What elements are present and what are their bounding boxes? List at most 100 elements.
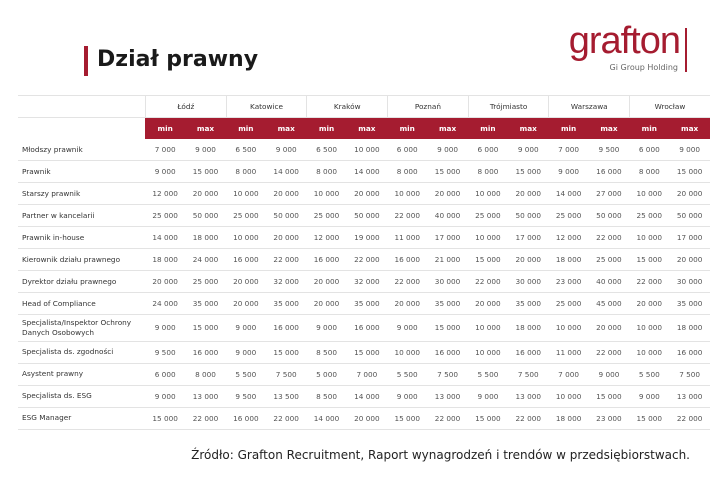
minmax-header: max <box>669 118 710 139</box>
minmax-header-row: min max min max min max min max min max min max min m… <box>18 118 710 139</box>
salary-cell: 16 000 <box>434 347 461 357</box>
salary-cell: 7 500 <box>437 369 459 379</box>
salary-cell: 17 000 <box>434 233 461 242</box>
salary-cell: 22 000 <box>273 413 299 423</box>
salary-cell: 22 000 <box>475 277 501 286</box>
salary-cell: 23 000 <box>555 277 582 286</box>
salary-cell: 9 000 <box>437 145 459 154</box>
row-label: Kierownik działu prawnego <box>22 254 121 264</box>
salary-cell: 7 500 <box>275 369 297 379</box>
salary-cell: 15 000 <box>434 167 461 176</box>
salary-cell: 16 000 <box>394 255 420 264</box>
salary-cell: 15 000 <box>596 391 622 401</box>
salary-cell: 9 000 <box>517 145 539 154</box>
city-header-row: Łódź Katowice Kraków Poznań Trójmiasto Warsza… <box>18 95 710 118</box>
minmax-header: max <box>427 118 468 139</box>
salary-cell: 22 000 <box>192 413 219 423</box>
salary-cell: 9 000 <box>154 323 176 333</box>
salary-cell: 13 000 <box>434 391 461 401</box>
salary-cell: 7 500 <box>679 369 701 379</box>
salary-cell: 20 000 <box>596 323 622 333</box>
minmax-header: min <box>387 118 428 139</box>
salary-cell: 18 000 <box>555 413 582 423</box>
salary-cell: 10 000 <box>475 347 501 357</box>
salary-table: Łódź Katowice Kraków Poznań Trójmiasto Warsza… <box>18 95 710 430</box>
salary-cell: 16 000 <box>354 323 380 333</box>
salary-cell: 5 500 <box>477 369 499 379</box>
salary-cell: 9 000 <box>598 369 620 379</box>
salary-cell: 20 000 <box>676 255 703 264</box>
salary-cell: 16 000 <box>273 323 299 333</box>
row-label: Head of Compliance <box>22 298 96 308</box>
salary-cell: 20 000 <box>273 189 299 198</box>
salary-cell: 10 000 <box>233 233 259 242</box>
table-row: Starszy prawnik 12 000 20 000 10 000 20 000 1… <box>18 183 710 205</box>
salary-cell: 15 000 <box>192 323 219 333</box>
salary-cell: 45 000 <box>596 299 622 308</box>
salary-cell: 50 000 <box>273 211 299 220</box>
salary-cell: 13 500 <box>273 391 299 401</box>
salary-cell: 15 000 <box>152 413 178 423</box>
minmax-header: min <box>145 118 186 139</box>
row-label: Prawnik <box>22 166 51 176</box>
table-row: Head of Compliance 24 000 35 000 20 000 35 0… <box>18 293 710 315</box>
table-row: Kierownik działu prawnego 18 000 24 000 16 … <box>18 249 710 271</box>
salary-cell: 22 000 <box>636 277 663 286</box>
row-label: Młodszy prawnik <box>22 144 83 154</box>
salary-cell: 9 000 <box>558 167 580 176</box>
title-accent <box>84 46 88 76</box>
row-label: Dyrektor działu prawnego <box>22 276 117 286</box>
table-row: Asystent prawny 6 000 8 000 5 500 7 500 5 000… <box>18 364 710 386</box>
salary-cell: 8 000 <box>396 167 418 176</box>
salary-cell: 6 000 <box>396 145 418 154</box>
salary-cell: 9 000 <box>195 145 216 154</box>
salary-cell: 10 000 <box>636 233 663 242</box>
salary-cell: 30 000 <box>676 277 703 286</box>
minmax-header: min <box>629 118 670 139</box>
table-row: ESG Manager 15 000 22 000 16 000 22 000 14 00… <box>18 408 710 430</box>
minmax-header: min <box>306 118 347 139</box>
salary-cell: 20 000 <box>152 277 178 286</box>
salary-cell: 32 000 <box>273 277 299 286</box>
salary-cell: 15 000 <box>434 323 461 333</box>
salary-cell: 13 000 <box>192 391 219 401</box>
salary-cell: 10 000 <box>475 189 501 198</box>
salary-cell: 14 000 <box>354 167 380 176</box>
salary-cell: 20 000 <box>354 189 380 198</box>
table-row: Partner w kancelarii 25 000 50 000 25 000 50… <box>18 205 710 227</box>
salary-cell: 15 000 <box>676 167 703 176</box>
table-row: Prawnik in-house 14 000 18 000 10 000 20 000… <box>18 227 710 249</box>
salary-cell: 40 000 <box>596 277 622 286</box>
salary-cell: 17 000 <box>676 233 703 242</box>
salary-cell: 6 500 <box>235 145 257 154</box>
salary-cell: 20 000 <box>676 189 703 198</box>
salary-cell: 19 000 <box>354 233 380 242</box>
salary-cell: 25 000 <box>233 211 259 220</box>
salary-cell: 10 000 <box>394 189 420 198</box>
salary-cell: 8 000 <box>477 167 499 176</box>
salary-cell: 20 000 <box>515 255 542 264</box>
salary-cell: 18 000 <box>192 233 219 242</box>
salary-cell: 6 000 <box>477 145 499 154</box>
salary-cell: 30 000 <box>515 277 542 286</box>
row-label: Specjalista ds. ESG <box>22 391 92 401</box>
row-label: Specjalista/Inspektor Ochrony Danych Oso… <box>22 318 132 337</box>
salary-cell: 15 000 <box>354 347 380 357</box>
table-row: Młodszy prawnik 7 000 9 000 6 500 9 000 6 500… <box>18 139 710 161</box>
salary-cell: 14 000 <box>313 413 340 423</box>
salary-cell: 14 000 <box>555 189 582 198</box>
salary-cell: 16 000 <box>192 347 219 357</box>
salary-cell: 15 000 <box>394 413 420 423</box>
minmax-header: min <box>225 118 267 139</box>
salary-cell: 12 000 <box>313 233 340 242</box>
salary-cell: 9 000 <box>396 323 418 333</box>
salary-cell: 10 000 <box>636 323 663 333</box>
salary-cell: 24 000 <box>192 255 219 264</box>
salary-cell: 35 000 <box>434 299 461 308</box>
salary-cell: 6 500 <box>316 145 337 154</box>
salary-cell: 16 000 <box>233 255 259 264</box>
salary-cell: 40 000 <box>434 211 461 220</box>
salary-cell: 25 000 <box>152 211 178 220</box>
salary-cell: 15 000 <box>475 255 501 264</box>
